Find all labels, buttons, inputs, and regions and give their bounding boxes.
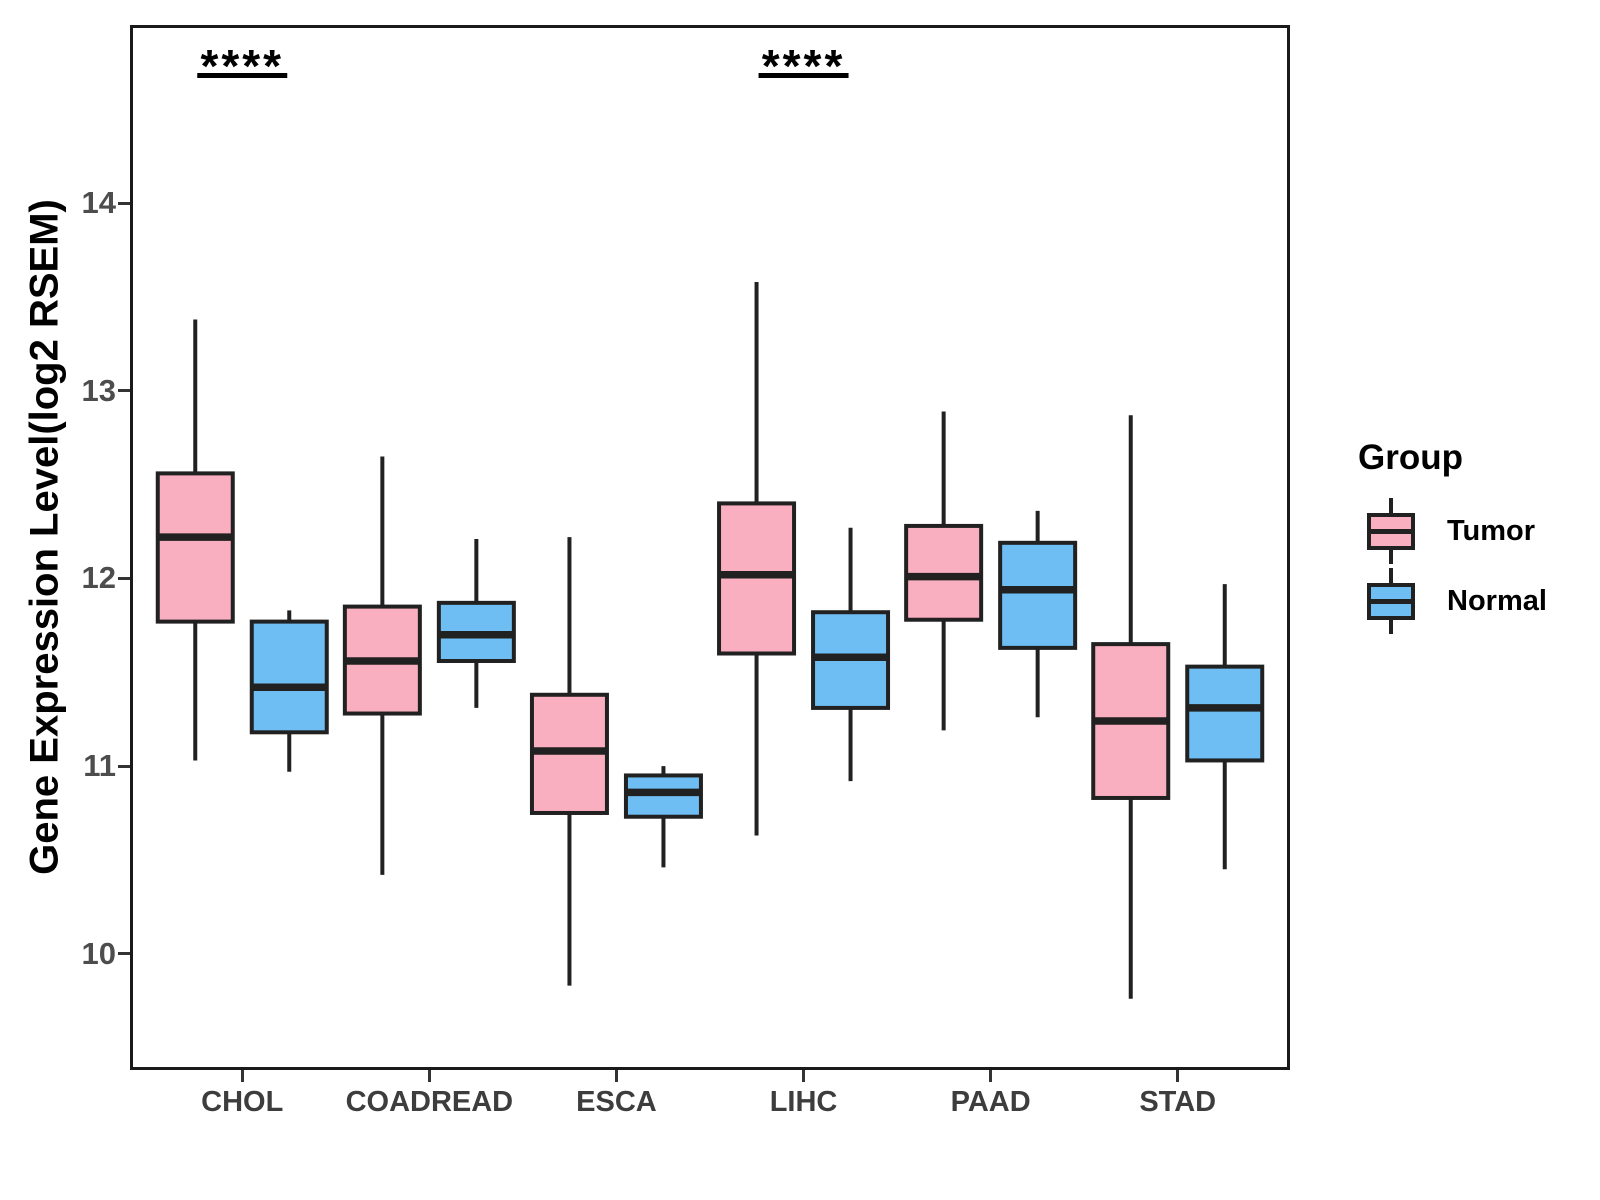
- x-axis-label-stad: STAD: [1139, 1086, 1217, 1118]
- y-tick-label-11: 11: [83, 748, 116, 784]
- boxplot-layer: **** ****: [155, 40, 1265, 999]
- plot-panel: [130, 25, 1290, 1070]
- box-tumor-lihc: [717, 501, 797, 656]
- legend-label-normal: Normal: [1447, 584, 1547, 617]
- x-axis-label-esca: ESCA: [576, 1086, 657, 1118]
- x-tick-mark-esca: [614, 1070, 618, 1082]
- y-tick-label-13: 13: [81, 372, 116, 408]
- y-tick-mark-13: [118, 389, 130, 393]
- y-tick-mark-10: [118, 952, 130, 956]
- box-tumor-paad: [904, 523, 984, 622]
- significance-stars-chol: ****: [200, 40, 284, 92]
- box-normal-chol: [249, 619, 329, 735]
- box-tumor-chol: [155, 471, 235, 624]
- legend: Group Tumor Normal: [1338, 438, 1547, 636]
- significance-stars-lihc: ****: [762, 40, 846, 92]
- legend-item-normal: Normal: [1365, 566, 1547, 636]
- legend-label-tumor: Tumor: [1447, 514, 1536, 547]
- y-tick-label-12: 12: [81, 560, 116, 596]
- y-tick-label-14: 14: [81, 185, 116, 221]
- x-axis-label-lihc: LIHC: [769, 1086, 838, 1118]
- x-axis-label-chol: CHOL: [201, 1086, 284, 1118]
- legend-item-tumor: Tumor: [1365, 496, 1547, 566]
- x-tick-mark-paad: [989, 1070, 993, 1082]
- significance-line-chol: [197, 73, 288, 78]
- x-axis-label-paad: PAAD: [950, 1086, 1031, 1118]
- x-tick-mark-chol: [240, 1070, 244, 1082]
- y-tick-mark-12: [118, 576, 130, 580]
- x-axis-label-coadread: COADREAD: [345, 1086, 514, 1118]
- tumor-boxplot-key-icon: [1367, 498, 1415, 564]
- y-tick-mark-11: [118, 764, 130, 768]
- box-normal-esca: [623, 773, 703, 819]
- x-tick-mark-coadread: [427, 1070, 431, 1082]
- significance-line-lihc: [758, 73, 849, 78]
- legend-title: Group: [1358, 438, 1463, 477]
- x-tick-mark-stad: [1176, 1070, 1180, 1082]
- normal-boxplot-key-icon: [1367, 568, 1415, 634]
- y-tick-mark-14: [118, 201, 130, 205]
- y-tick-label-10: 10: [81, 935, 116, 971]
- box-normal-stad: [1185, 664, 1265, 763]
- box-normal-paad: [998, 540, 1078, 650]
- x-tick-mark-lihc: [802, 1070, 806, 1082]
